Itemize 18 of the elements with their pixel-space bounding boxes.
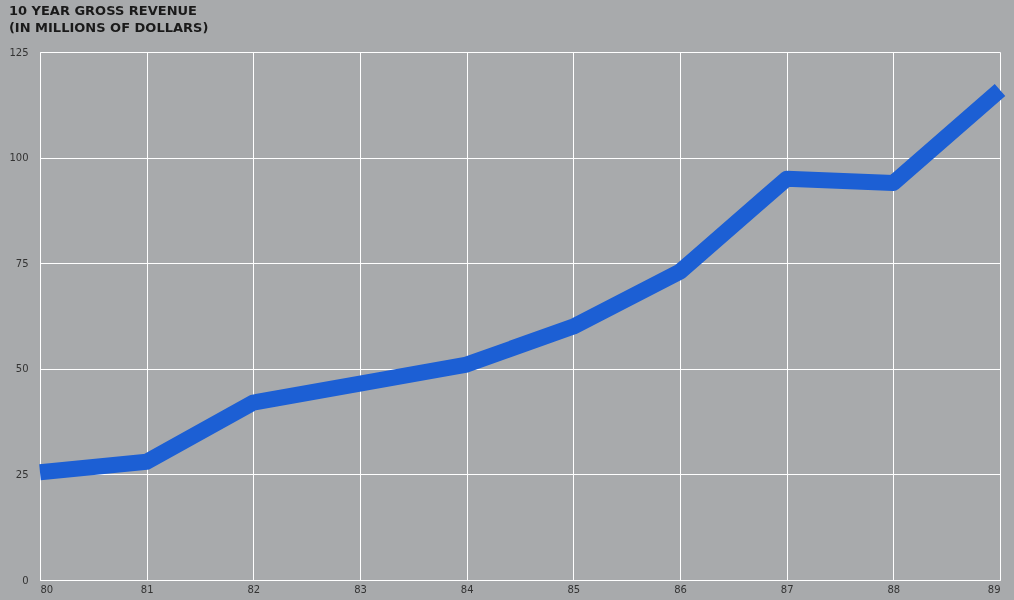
x-tick-label: 87 [780, 583, 794, 595]
x-tick-label: 85 [567, 583, 581, 595]
y-tick-label: 0 [22, 574, 29, 586]
y-tick-label: 50 [15, 363, 29, 375]
x-tick-label: 82 [247, 583, 261, 595]
x-tick-label: 86 [674, 583, 687, 595]
x-tick-label: 84 [460, 583, 474, 595]
y-tick-label: 25 [15, 468, 29, 480]
chart-subtitle: (IN MILLIONS OF DOLLARS) [8, 20, 209, 35]
chart-title: 10 YEAR GROSS REVENUE [8, 3, 197, 18]
x-tick-label: 89 [987, 583, 1001, 595]
y-tick-label: 75 [15, 257, 29, 269]
x-tick-label: 81 [140, 583, 154, 595]
y-tick-label: 100 [9, 152, 29, 164]
x-tick-label: 83 [354, 583, 367, 595]
y-tick-label: 125 [9, 46, 29, 58]
x-tick-label: 88 [887, 583, 901, 595]
x-tick-label: 80 [40, 583, 54, 595]
